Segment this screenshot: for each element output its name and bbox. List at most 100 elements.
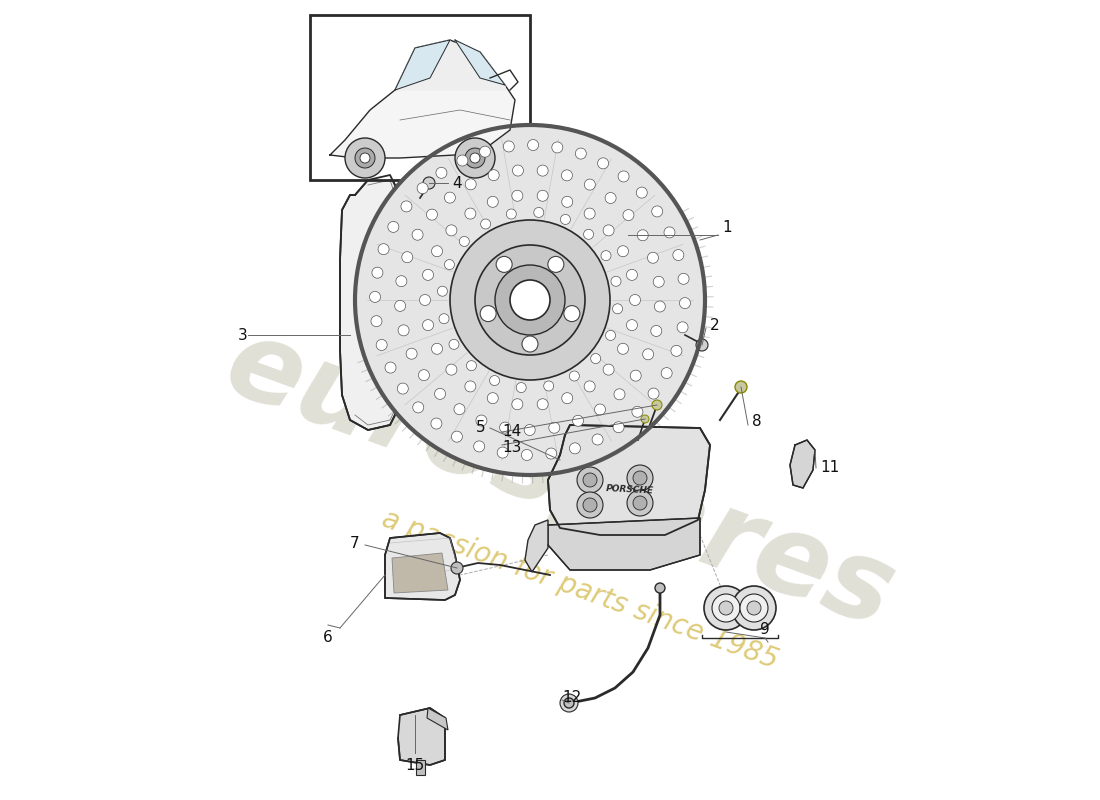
Text: eurospares: eurospares xyxy=(211,310,909,650)
Circle shape xyxy=(345,138,385,178)
Circle shape xyxy=(642,349,653,360)
Circle shape xyxy=(664,227,675,238)
Circle shape xyxy=(418,370,429,381)
Text: 14: 14 xyxy=(502,425,521,439)
Circle shape xyxy=(487,393,498,404)
Circle shape xyxy=(497,447,508,458)
Polygon shape xyxy=(330,78,515,158)
Circle shape xyxy=(671,346,682,356)
Polygon shape xyxy=(340,175,400,430)
Circle shape xyxy=(680,298,691,309)
Circle shape xyxy=(465,381,476,392)
Circle shape xyxy=(592,434,603,445)
Circle shape xyxy=(560,694,578,712)
Circle shape xyxy=(451,431,462,442)
Circle shape xyxy=(355,148,375,168)
Circle shape xyxy=(740,594,768,622)
Polygon shape xyxy=(395,40,505,90)
Circle shape xyxy=(525,425,536,435)
Circle shape xyxy=(355,125,705,475)
Text: 15: 15 xyxy=(406,758,425,773)
Circle shape xyxy=(597,158,608,169)
Circle shape xyxy=(654,583,666,593)
Circle shape xyxy=(488,170,499,181)
Circle shape xyxy=(470,153,480,163)
Circle shape xyxy=(560,214,571,225)
Circle shape xyxy=(614,389,625,400)
Circle shape xyxy=(626,270,637,280)
Text: 3: 3 xyxy=(238,327,248,342)
Circle shape xyxy=(584,208,595,219)
Circle shape xyxy=(673,250,684,261)
Circle shape xyxy=(618,171,629,182)
Circle shape xyxy=(465,179,476,190)
Polygon shape xyxy=(790,440,815,488)
Circle shape xyxy=(431,246,442,257)
Circle shape xyxy=(583,498,597,512)
Circle shape xyxy=(513,165,524,176)
Circle shape xyxy=(549,422,560,434)
Circle shape xyxy=(370,291,381,302)
Circle shape xyxy=(446,364,456,375)
Circle shape xyxy=(406,348,417,359)
Circle shape xyxy=(412,402,424,413)
Polygon shape xyxy=(427,708,448,730)
Circle shape xyxy=(480,146,491,157)
Text: 8: 8 xyxy=(752,414,761,430)
Circle shape xyxy=(623,210,634,221)
Circle shape xyxy=(578,492,603,518)
Circle shape xyxy=(627,465,653,491)
Circle shape xyxy=(444,192,455,203)
Circle shape xyxy=(455,138,495,178)
Circle shape xyxy=(632,496,647,510)
Circle shape xyxy=(496,257,513,273)
Circle shape xyxy=(652,400,662,410)
Circle shape xyxy=(653,276,664,287)
Circle shape xyxy=(372,267,383,278)
Circle shape xyxy=(385,362,396,373)
Circle shape xyxy=(562,393,573,404)
Circle shape xyxy=(476,415,487,426)
Circle shape xyxy=(564,698,574,708)
Circle shape xyxy=(584,381,595,392)
Circle shape xyxy=(439,314,449,324)
Text: 4: 4 xyxy=(452,175,462,190)
Polygon shape xyxy=(548,425,710,535)
Circle shape xyxy=(431,343,442,354)
Circle shape xyxy=(603,225,614,236)
Text: 13: 13 xyxy=(502,441,521,455)
Circle shape xyxy=(617,343,628,354)
Circle shape xyxy=(632,471,647,485)
Text: PORSCHE: PORSCHE xyxy=(606,484,654,496)
Circle shape xyxy=(388,222,399,232)
Circle shape xyxy=(487,196,498,207)
Circle shape xyxy=(548,257,564,273)
Circle shape xyxy=(610,276,621,286)
Circle shape xyxy=(594,404,605,415)
Circle shape xyxy=(427,209,438,220)
Circle shape xyxy=(578,467,603,493)
Circle shape xyxy=(438,286,448,296)
Circle shape xyxy=(537,398,548,410)
Circle shape xyxy=(512,190,522,202)
Circle shape xyxy=(562,196,573,207)
Circle shape xyxy=(648,252,659,263)
Circle shape xyxy=(561,170,572,181)
Circle shape xyxy=(583,473,597,487)
Circle shape xyxy=(495,265,565,335)
Circle shape xyxy=(613,422,624,433)
Circle shape xyxy=(465,208,476,219)
Circle shape xyxy=(510,280,550,320)
Circle shape xyxy=(584,179,595,190)
Text: 1: 1 xyxy=(722,221,732,235)
Circle shape xyxy=(449,339,459,350)
Circle shape xyxy=(378,244,389,254)
Text: 6: 6 xyxy=(323,630,333,646)
Circle shape xyxy=(537,190,548,202)
Circle shape xyxy=(627,490,653,516)
Circle shape xyxy=(419,294,430,306)
Polygon shape xyxy=(525,520,548,572)
Circle shape xyxy=(636,187,647,198)
Circle shape xyxy=(747,601,761,615)
Circle shape xyxy=(626,320,637,330)
